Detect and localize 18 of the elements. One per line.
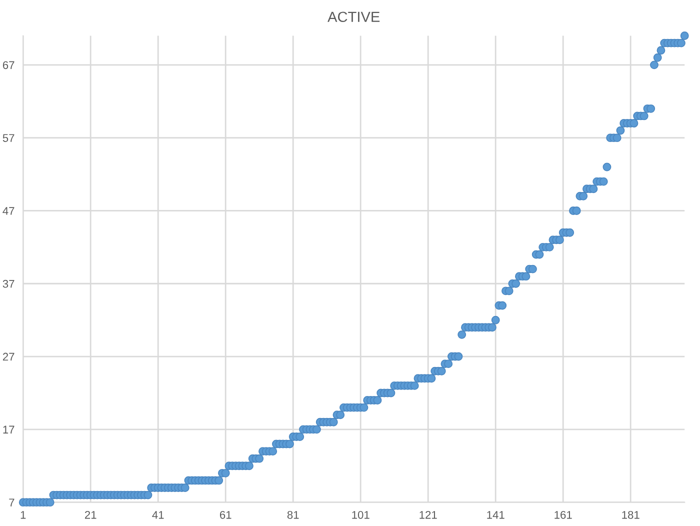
x-tick-label: 21 bbox=[84, 510, 96, 519]
x-tick-label: 61 bbox=[220, 510, 232, 519]
y-tick-label: 17 bbox=[3, 426, 14, 434]
x-tick-label: 141 bbox=[487, 511, 504, 519]
x-tick-label: 161 bbox=[554, 510, 572, 519]
x-tick-label: 181 bbox=[622, 510, 640, 519]
chart-title: ACTIVE bbox=[328, 12, 380, 22]
y-tick-label: 57 bbox=[2, 134, 14, 142]
y-tick-label: 47 bbox=[2, 207, 14, 215]
y-tick-label: 37 bbox=[2, 280, 14, 288]
x-tick-label: 81 bbox=[287, 510, 299, 519]
x-tick-label: 121 bbox=[420, 510, 437, 519]
x-tick-label: 101 bbox=[352, 510, 370, 519]
y-tick-label: 67 bbox=[2, 61, 14, 70]
y-tick-label: 7 bbox=[9, 498, 14, 506]
x-tick-label: 41 bbox=[152, 511, 164, 519]
y-tick-label: 27 bbox=[2, 352, 14, 361]
x-tick-label: 1 bbox=[20, 511, 26, 519]
